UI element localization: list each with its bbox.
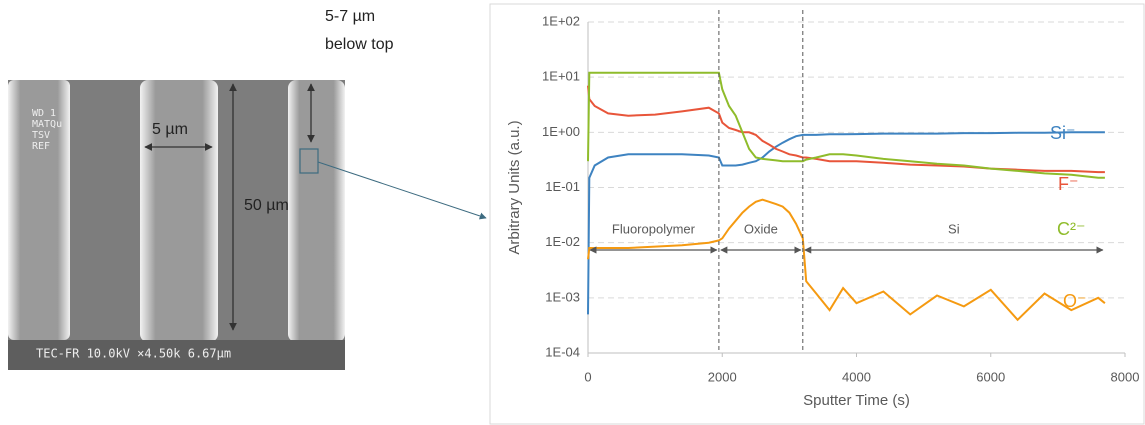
sem-image: WD 1 MATQu TSV REF TEC-FR 10.0kV ×4.50k …: [8, 8, 487, 370]
x-tick-label: 6000: [976, 369, 1005, 384]
region-label: Oxide: [744, 221, 778, 236]
region-label: Fluoropolymer: [612, 221, 696, 236]
x-tick-label: 2000: [708, 369, 737, 384]
y-axis-title: Arbitrary Units (a.u.): [506, 120, 523, 254]
sem-footer: TEC-FR 10.0kV ×4.50k 6.67µm: [36, 347, 231, 361]
series-label: Si⁻: [1050, 123, 1076, 143]
x-axis-title: Sputter Time (s): [803, 392, 910, 409]
y-tick-label: 1E-04: [545, 344, 580, 359]
series-label: C²⁻: [1057, 219, 1086, 239]
width-label: 5 µm: [152, 121, 188, 138]
y-tick-label: 1E+01: [542, 69, 580, 84]
position-label: below top: [325, 36, 394, 53]
sem-overlay: TSV: [32, 130, 50, 141]
y-tick-label: 1E-01: [545, 179, 580, 194]
series-line: [587, 131, 1105, 315]
depth-label: 50 µm: [244, 197, 289, 214]
sem-overlay: REF: [32, 141, 50, 152]
series-label: O⁻: [1063, 291, 1087, 311]
series-line: [587, 85, 1105, 174]
y-tick-label: 1E+00: [542, 124, 580, 139]
y-tick-label: 1E+02: [542, 13, 580, 28]
y-tick-label: 1E-03: [545, 289, 580, 304]
series-label: F⁻: [1058, 174, 1079, 194]
chart: 1E-04 1E-03 1E-02 1E-01 1E+00 1E+01 1E+02 0 2000…: [506, 10, 1139, 409]
position-label: 5-7 µm: [325, 8, 375, 25]
series-line: [587, 198, 1106, 322]
y-tick-label: 1E-02: [545, 234, 580, 249]
chart-frame: [489, 3, 1145, 425]
sem-overlay: MATQu: [32, 119, 62, 130]
x-tick-label: 0: [584, 369, 591, 384]
series-line: [587, 71, 1105, 179]
x-tick-label: 4000: [842, 369, 871, 384]
region-label: Si: [948, 221, 960, 236]
sem-overlay: WD 1: [32, 108, 56, 119]
x-tick-label: 8000: [1111, 369, 1140, 384]
